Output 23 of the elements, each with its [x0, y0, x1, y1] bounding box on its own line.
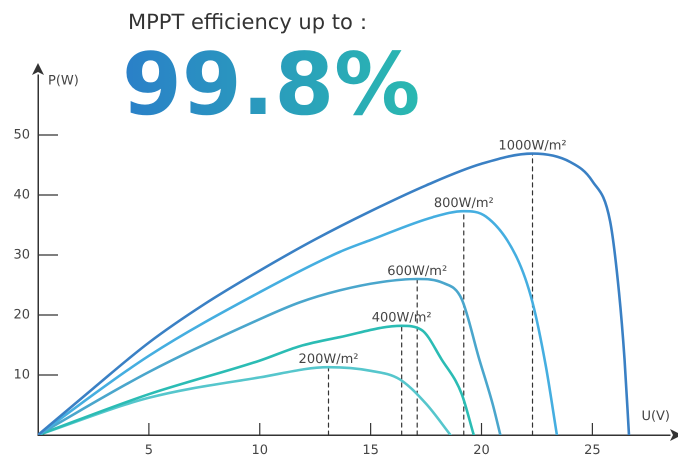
series-label: 400W/m² — [372, 310, 432, 326]
x-tick-label: 10 — [251, 443, 268, 458]
y-tick-label: 40 — [13, 187, 30, 202]
x-tick-label: 20 — [473, 443, 490, 458]
series-label: 200W/m² — [298, 352, 358, 368]
x-axis-title: U(V) — [641, 408, 670, 424]
x-tick-label: 15 — [362, 443, 379, 458]
chart-subtitle: 99.8% — [122, 35, 420, 135]
x-tick-label: 5 — [144, 443, 154, 458]
series-label: 1000W/m² — [498, 138, 567, 154]
y-tick-label: 30 — [13, 247, 30, 262]
y-tick-label: 10 — [13, 367, 30, 382]
y-tick-label: 50 — [13, 127, 30, 142]
line-series — [38, 152, 630, 435]
line-series — [38, 278, 502, 435]
series-label: 800W/m² — [434, 196, 494, 212]
y-axis-title: P(W) — [48, 73, 79, 88]
y-tick-label: 20 — [13, 307, 30, 322]
x-tick-label: 25 — [584, 443, 601, 458]
series-label: 600W/m² — [387, 264, 448, 279]
line-series — [38, 324, 476, 435]
line-series — [38, 210, 558, 435]
chart-title: MPPT efficiency up to： — [128, 9, 374, 36]
